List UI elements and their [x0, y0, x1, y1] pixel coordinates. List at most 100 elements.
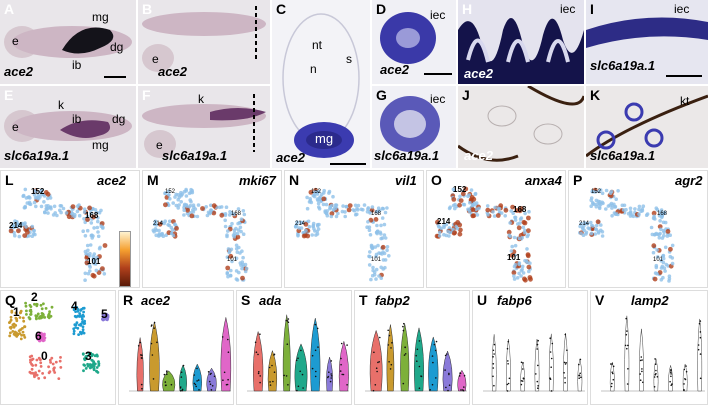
umap-dot — [329, 214, 334, 219]
cluster-dot — [92, 367, 96, 371]
umap-dot — [344, 205, 349, 209]
umap-dot — [651, 243, 657, 249]
panel-m-umap — [151, 187, 249, 282]
umap-dot — [53, 211, 57, 215]
cluster-dot — [18, 316, 22, 319]
panel-e: E e k ib dg mg slc6a19a.1 — [0, 86, 136, 168]
umap-dot — [503, 214, 507, 218]
umap-dot — [527, 209, 531, 214]
violin-point — [444, 369, 446, 371]
umap-dot — [586, 226, 590, 230]
umap-dot — [381, 258, 386, 262]
violin-point — [346, 384, 348, 386]
umap-dot — [82, 217, 86, 221]
umap-dot — [46, 211, 50, 215]
violin-point — [210, 389, 213, 391]
cluster-dot — [35, 333, 39, 337]
umap-dot — [334, 214, 339, 219]
umap-dot — [321, 202, 326, 207]
umap-dot — [663, 220, 668, 225]
cluster-dot — [43, 316, 47, 319]
panel-q: Q 0 1 2 3 4 5 6 — [0, 290, 116, 405]
cluster-dot — [21, 316, 25, 320]
cluster-dot — [8, 334, 12, 338]
cluster-dot — [50, 305, 54, 309]
violin-point — [551, 342, 554, 345]
umap-dot — [591, 224, 595, 228]
panel-n: N vil1 152 168 214 101 — [284, 170, 424, 288]
umap-dot — [508, 221, 512, 225]
violin-point — [403, 322, 405, 325]
umap-dot — [87, 205, 92, 211]
umap-dot — [651, 250, 656, 255]
umap-dot — [667, 274, 672, 278]
cluster-dot — [41, 372, 44, 375]
panel-l-cluster-168: 168 — [85, 211, 99, 220]
umap-dot — [331, 194, 335, 199]
violin-point — [316, 327, 319, 330]
panel-p-cluster-152: 152 — [591, 189, 602, 195]
violin-point — [563, 361, 566, 364]
umap-dot — [385, 206, 389, 210]
violin-point — [612, 365, 615, 368]
umap-dot — [453, 206, 457, 211]
umap-dot — [467, 209, 472, 214]
umap-dot — [468, 200, 472, 205]
umap-dot — [355, 206, 359, 211]
umap-dot — [621, 208, 626, 212]
umap-dot — [595, 219, 601, 225]
panel-d: D iec ace2 — [372, 0, 456, 84]
umap-dot — [526, 264, 532, 270]
violin-point — [150, 342, 153, 345]
panel-l-umap — [8, 187, 108, 282]
panel-m-cluster-152: 152 — [165, 189, 176, 195]
umap-dot — [32, 200, 37, 205]
panel-c-annotation-nt: nt — [312, 38, 323, 52]
violin-point — [626, 330, 628, 332]
umap-dot — [655, 207, 660, 212]
panel-r-violin-plot — [129, 317, 232, 392]
violin-point — [640, 356, 643, 358]
umap-dot — [92, 226, 96, 230]
cluster-dot — [13, 330, 17, 334]
umap-dot — [495, 213, 501, 218]
panel-e-annotation-mg: mg — [92, 138, 109, 152]
violin-point — [404, 353, 407, 355]
scale-bar — [104, 76, 126, 78]
violin-point — [269, 381, 271, 383]
violin-point — [639, 379, 642, 381]
umap-dot — [229, 247, 234, 252]
cluster-dot — [93, 354, 97, 358]
umap-dot — [312, 194, 317, 199]
umap-dot — [307, 224, 312, 229]
violin-point — [521, 380, 524, 382]
cluster-dot — [97, 360, 100, 363]
umap-dot — [377, 274, 381, 278]
violin-point — [377, 361, 379, 364]
violin-point — [314, 323, 317, 326]
cluster-dot — [8, 320, 12, 324]
umap-dot — [160, 232, 164, 237]
umap-dot — [657, 236, 662, 240]
panel-o-cluster-214: 214 — [437, 217, 451, 226]
violin-point — [287, 384, 289, 386]
umap-dot — [21, 194, 26, 198]
umap-dot — [294, 223, 299, 227]
umap-dot — [365, 225, 369, 229]
violin-point — [522, 378, 525, 380]
panel-r: R ace2 — [118, 290, 234, 405]
cluster-dot — [39, 331, 43, 335]
panel-o-gene: anxa4 — [525, 173, 562, 188]
umap-dot — [659, 259, 663, 263]
umap-dot — [226, 229, 230, 233]
panel-n-cluster-101: 101 — [371, 257, 382, 263]
umap-dot — [379, 276, 383, 280]
umap-dot — [377, 251, 381, 255]
umap-dot — [658, 212, 663, 216]
panel-a-gene: ace2 — [4, 64, 33, 79]
violin-point — [435, 340, 438, 343]
violin-point — [536, 343, 539, 346]
violin-point — [222, 379, 224, 381]
cluster-dot — [51, 362, 55, 366]
violin-point — [339, 370, 342, 372]
